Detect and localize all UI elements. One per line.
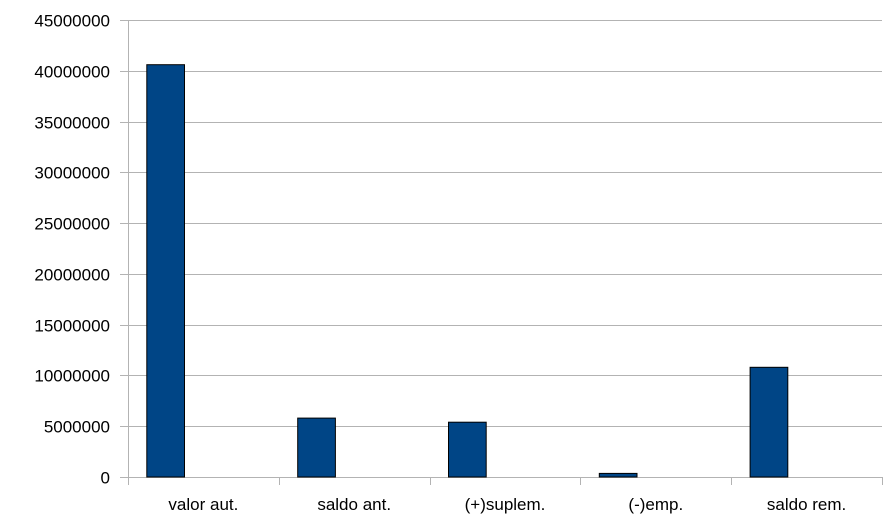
- y-tick-label: 30000000: [34, 164, 110, 183]
- bar: [297, 417, 336, 478]
- bar: [448, 421, 487, 478]
- x-category-label: saldo rem.: [767, 495, 846, 514]
- axes: [128, 20, 883, 485]
- y-tick-label: 10000000: [34, 367, 110, 386]
- gridlines: [120, 20, 882, 478]
- y-tick-label: 5000000: [44, 418, 110, 437]
- bar: [749, 366, 789, 478]
- x-category-label: (+)suplem.: [465, 495, 546, 514]
- x-tick-labels: valor aut. saldo ant. (+)suplem. (-)emp. sal…: [168, 495, 846, 514]
- x-category-label: saldo ant.: [317, 495, 391, 514]
- y-tick-labels: 0 5000000 10000000 15000000 20000000 25000000…: [34, 12, 110, 488]
- bar: [598, 472, 638, 478]
- y-tick-label: 40000000: [34, 63, 110, 82]
- y-tick-label: 45000000: [34, 12, 110, 31]
- y-tick-label: 0: [101, 469, 110, 488]
- y-tick-label: 20000000: [34, 266, 110, 285]
- bars: [146, 64, 789, 478]
- x-category-label: valor aut.: [168, 495, 238, 514]
- y-tick-label: 25000000: [34, 215, 110, 234]
- y-tick-label: 15000000: [34, 317, 110, 336]
- y-tick-label: 35000000: [34, 114, 110, 133]
- x-category-label: (-)emp.: [628, 495, 683, 514]
- bar: [146, 64, 186, 478]
